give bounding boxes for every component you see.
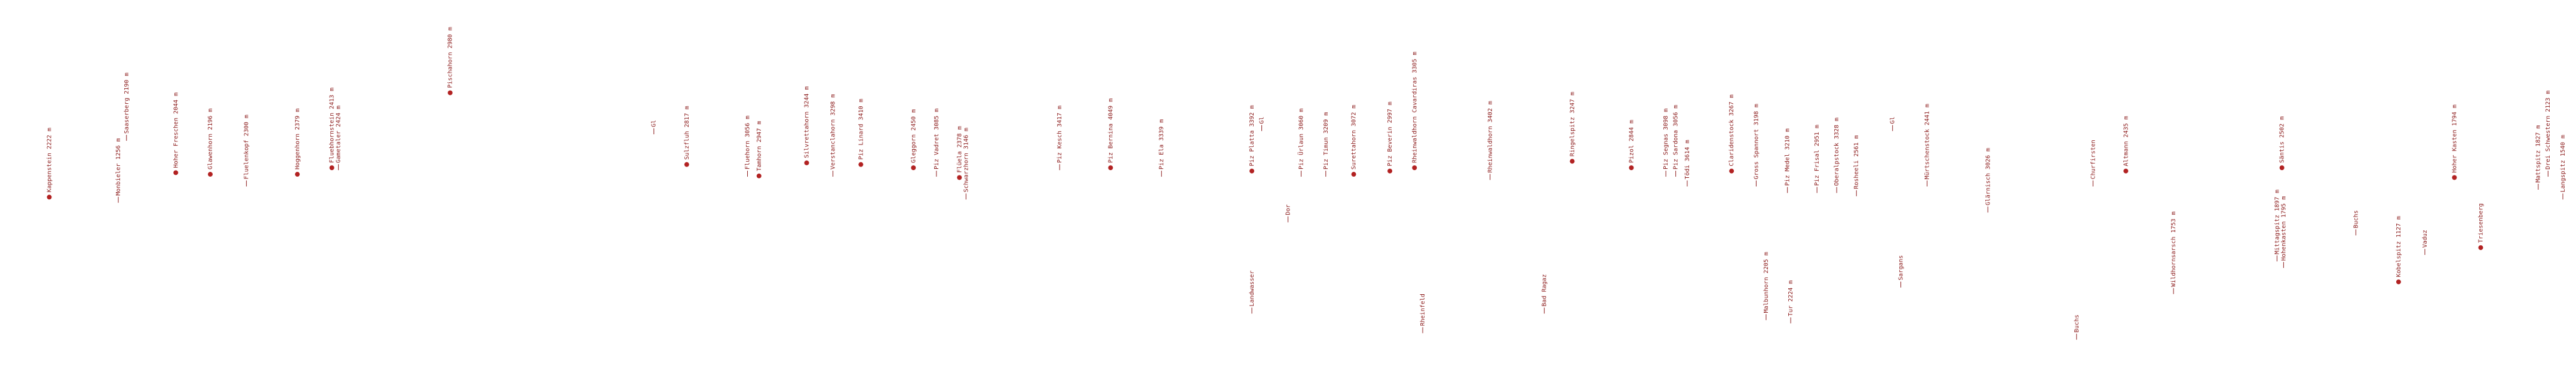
peak-marker — [1249, 168, 1254, 174]
peak-label: Schwarzhorn 3146 m — [963, 128, 969, 192]
peak-marker — [173, 170, 179, 175]
peak-label: Altmann 2435 m — [2123, 116, 2129, 166]
peak-label: Piz Bernina 4049 m — [1107, 98, 1114, 163]
peak-label: Rheinwaldhorn Cavardiras 3305 m — [1411, 51, 1418, 163]
peak-label: Piz Ela 3339 m — [1159, 119, 1165, 169]
peak-marker — [858, 162, 864, 167]
peak-label: Glawenhorn 2196 m — [207, 109, 214, 169]
peak-label: Malbunhorn 2205 m — [1763, 252, 1770, 313]
peak-label: Hoher Freschen 2044 m — [173, 92, 179, 168]
peak-label: Piz Kesch 3417 m — [1057, 106, 1063, 163]
peak-label: Buchs — [2074, 314, 2080, 332]
peak-label: Surettahorn 3072 m — [1351, 105, 1358, 169]
peak-label: Mürtschenstock 2441 m — [1924, 104, 1930, 179]
peak-label: Drei Schwestern 2123 m — [2545, 91, 2552, 169]
peak-marker — [957, 175, 962, 180]
peak-label: Piz Vadret 3085 m — [934, 109, 940, 169]
peak-label: Piz Medel 3210 m — [1785, 128, 1791, 186]
peak-label: Langspitz 1540 m — [2560, 135, 2566, 192]
peak-label: Gl — [1890, 117, 1896, 124]
peak-label: Ringelspitz 3247 m — [1569, 92, 1576, 156]
peak-marker — [1729, 168, 1734, 174]
peak-label: Vaduz — [2422, 230, 2428, 248]
peak-label: Gross Spannort 3198 m — [1753, 104, 1760, 179]
peak-label: Piz Beverin 2997 m — [1387, 101, 1393, 166]
peak-label: Flüela 2378 m — [956, 126, 963, 172]
peak-label: Triesenberg — [2477, 204, 2484, 243]
peak-marker — [1570, 159, 1575, 164]
peak-marker — [329, 165, 334, 171]
peak-marker — [1351, 172, 1356, 177]
peak-marker — [47, 195, 52, 200]
peak-label: Landwasser — [1249, 270, 1255, 306]
peak-marker — [447, 90, 453, 95]
peak-label: Tur 2224 m — [1788, 280, 1794, 316]
peak-marker — [911, 165, 916, 171]
peak-label: Silvrettahorn 3244 m — [804, 87, 810, 158]
peak-label: Dor — [1285, 204, 1292, 215]
peak-label: Sulzfluh 2817 m — [684, 106, 690, 159]
peak-label: Tamhorn 2947 m — [756, 121, 763, 171]
peak-label: Fluehorn 3056 m — [745, 116, 751, 169]
peak-marker — [684, 162, 689, 167]
peak-label: Churfirsten — [2090, 140, 2096, 179]
peak-marker — [804, 160, 809, 165]
peak-label: Fluelenkopf 2300 m — [244, 115, 250, 179]
peak-marker — [2123, 168, 2129, 174]
peak-label: Claridenstock 3267 m — [1728, 94, 1735, 166]
peak-marker — [1629, 165, 1634, 171]
peak-label: Piz Segnas 3098 m — [1663, 109, 1669, 169]
peak-marker — [2452, 175, 2457, 180]
peak-label: Verstanclahorn 3298 m — [830, 94, 837, 169]
peak-label: Fluebhornstein 2413 m — [329, 88, 336, 163]
peak-label: Gametaler 2424 m — [336, 106, 342, 163]
peak-label: Piz Timun 3209 m — [1323, 112, 1330, 169]
peak-label: Pizol 2844 m — [1628, 120, 1635, 163]
peak-label: Hoher Kasten 1794 m — [2451, 104, 2458, 172]
peak-label: Buchs — [2353, 210, 2359, 228]
peak-label: Tödi 3614 m — [1684, 140, 1691, 179]
peak-marker — [1387, 168, 1393, 174]
peak-marker — [2396, 279, 2401, 285]
peak-marker — [208, 172, 213, 177]
peak-label: Gl — [1258, 117, 1265, 124]
peak-marker — [1412, 165, 1417, 171]
peak-label: Monbieler 1256 m — [115, 138, 122, 195]
peak-label: Kobelspitz 1127 m — [2396, 216, 2402, 277]
peak-marker — [756, 173, 762, 178]
peak-label: Hohenkasten 1795 m — [2280, 196, 2287, 261]
peak-marker — [2478, 245, 2483, 250]
peak-label: Oberalpstock 3328 m — [1834, 118, 1840, 186]
peak-label: Glärnisch 3026 m — [1985, 148, 1991, 205]
peak-marker — [294, 172, 300, 177]
peak-label: Saaserberg 2190 m — [124, 73, 130, 134]
peak-label: Piz Linard 3410 m — [858, 98, 864, 159]
peak-label: Piz Ürlaun 3060 m — [1297, 109, 1305, 169]
peak-label: Hoggenhorn 2379 m — [294, 109, 301, 169]
peak-label: Piz Platta 3392 m — [1249, 105, 1255, 166]
peak-label: Gleggorn 2450 m — [910, 109, 917, 163]
peak-label: Wildhornsarsch 1753 m — [2170, 211, 2177, 286]
peak-label: Kappenstein 2222 m — [47, 128, 53, 192]
peak-label: Rheinfeld — [1420, 294, 1426, 326]
peak-label: Säntis 2502 m — [2279, 116, 2286, 163]
peak-label: Pischahorn 2980 m — [447, 27, 454, 88]
peak-marker — [1108, 165, 1113, 171]
peak-label: Rheinwaldhorn 3402 m — [1487, 101, 1494, 172]
peak-label: Rosheeli 2561 m — [1853, 135, 1860, 189]
peak-label: Mattspitz 1827 m — [2535, 125, 2542, 183]
peak-label: Gl — [651, 120, 658, 127]
peak-label: Piz Frisal 2951 m — [1814, 125, 1820, 186]
peak-label: Sargans — [1898, 255, 1904, 280]
peak-label: Piz Sardona 3056 m — [1673, 105, 1680, 169]
peak-label: Bad Ragaz — [1542, 274, 1548, 306]
peak-marker — [2279, 165, 2285, 171]
peak-label: Mittagspitz 1897 m — [2274, 190, 2280, 254]
